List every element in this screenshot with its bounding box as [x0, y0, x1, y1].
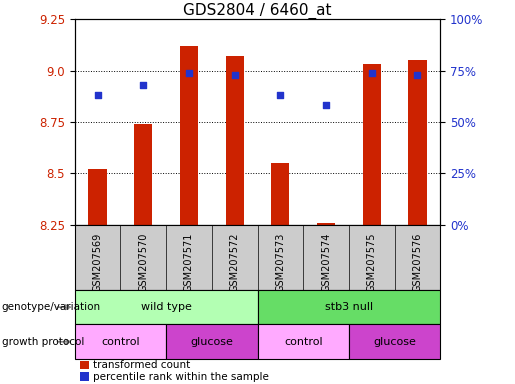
Text: wild type: wild type: [141, 302, 192, 312]
Title: GDS2804 / 6460_at: GDS2804 / 6460_at: [183, 3, 332, 19]
Point: [414, 71, 422, 78]
Point: [231, 71, 239, 78]
Text: GSM207573: GSM207573: [276, 232, 285, 292]
Bar: [258, 324, 349, 359]
Text: control: control: [284, 337, 322, 347]
Point: [322, 103, 330, 109]
Text: GSM207571: GSM207571: [184, 232, 194, 292]
Bar: [363, 65, 381, 225]
Bar: [349, 324, 440, 359]
Bar: [166, 324, 258, 359]
Text: control: control: [101, 337, 140, 347]
Bar: [317, 223, 335, 225]
Point: [368, 70, 376, 76]
Text: growth protocol: growth protocol: [2, 337, 84, 347]
Point: [139, 82, 147, 88]
Text: GSM207574: GSM207574: [321, 232, 331, 292]
Text: percentile rank within the sample: percentile rank within the sample: [93, 372, 269, 382]
Bar: [89, 169, 107, 225]
Bar: [80, 372, 89, 381]
Bar: [258, 290, 440, 324]
Bar: [75, 324, 166, 359]
Text: stb3 null: stb3 null: [325, 302, 373, 312]
Text: GSM207572: GSM207572: [230, 232, 239, 292]
Bar: [408, 60, 426, 225]
Bar: [75, 225, 440, 290]
Bar: [180, 46, 198, 225]
Bar: [80, 361, 89, 369]
Bar: [134, 124, 152, 225]
Point: [276, 92, 284, 98]
Text: GSM207569: GSM207569: [93, 232, 102, 292]
Text: glucose: glucose: [373, 337, 416, 347]
Point: [93, 92, 101, 98]
Bar: [226, 56, 244, 225]
Point: [185, 70, 193, 76]
Bar: [75, 290, 258, 324]
Text: glucose: glucose: [191, 337, 233, 347]
Text: GSM207575: GSM207575: [367, 232, 377, 292]
Text: GSM207576: GSM207576: [413, 232, 422, 292]
Text: genotype/variation: genotype/variation: [2, 302, 100, 312]
Text: transformed count: transformed count: [93, 360, 190, 370]
Text: GSM207570: GSM207570: [138, 232, 148, 292]
Bar: [271, 163, 289, 225]
